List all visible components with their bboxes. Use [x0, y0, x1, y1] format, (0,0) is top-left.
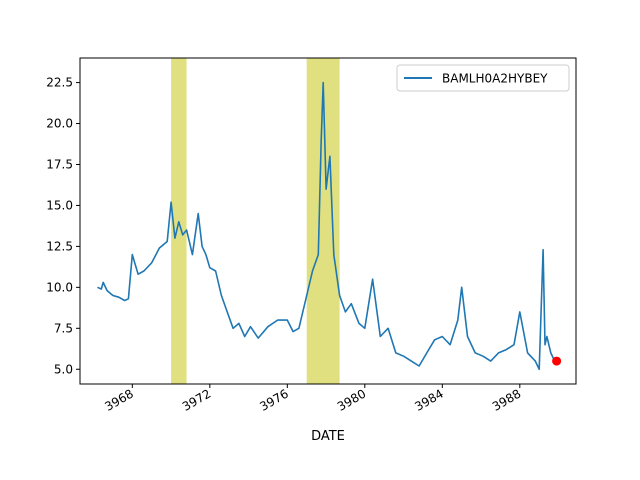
- y-tick-label: 7.5: [54, 321, 73, 335]
- y-tick-label: 5.0: [54, 362, 73, 376]
- y-tick-label: 22.5: [46, 76, 73, 90]
- legend-box: [396, 64, 570, 92]
- y-tick-label: 10.0: [46, 280, 73, 294]
- y-tick-label: 15.0: [46, 198, 73, 212]
- series-line: [97, 81, 556, 371]
- plot-area: [97, 58, 562, 384]
- shaded-regions: [171, 58, 340, 384]
- y-tick-label: 20.0: [46, 117, 73, 131]
- shaded-region: [306, 58, 340, 384]
- series-layer: [97, 81, 556, 371]
- x-axis-label: DATE: [311, 429, 345, 444]
- y-axis: 5.0 7.5 10.0 12.5 15.0 17.5 20.0 22.5: [46, 76, 80, 376]
- y-tick-label: 12.5: [46, 239, 73, 253]
- last-value-marker: [552, 356, 562, 366]
- marker-layer: [552, 356, 562, 366]
- shaded-region: [171, 58, 187, 384]
- y-tick-label: 17.5: [46, 157, 73, 171]
- plot-frame: [79, 57, 577, 385]
- legend-label: BAMLH0A2HYBEY: [442, 72, 548, 86]
- legend: BAMLH0A2HYBEY: [396, 64, 570, 92]
